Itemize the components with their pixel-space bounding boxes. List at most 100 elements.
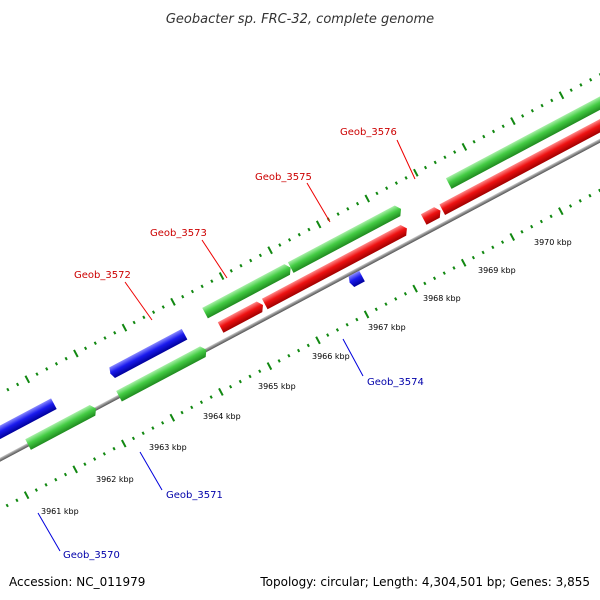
minor-tick bbox=[403, 291, 408, 296]
reverse-gene-labels: Geob_3574 Geob_3571 Geob_3570 bbox=[37, 338, 424, 561]
major-tick bbox=[509, 232, 516, 241]
minor-tick bbox=[210, 279, 214, 283]
minor-tick bbox=[287, 238, 292, 242]
forward-gene-labels: Geob_3576 Geob_3575 Geob_3573 Geob_3572 bbox=[74, 127, 416, 321]
gene-bar-geob-3572 bbox=[202, 264, 291, 319]
gene-label-geob-3573[interactable]: Geob_3573 bbox=[150, 228, 207, 239]
minor-tick bbox=[423, 281, 427, 286]
cds-bar-geob-3572 bbox=[217, 301, 263, 333]
major-tick bbox=[315, 336, 321, 345]
minor-tick bbox=[83, 462, 87, 466]
gene-label-geob-3576[interactable]: Geob_3576 bbox=[340, 127, 397, 138]
minor-tick bbox=[453, 150, 457, 154]
minor-tick bbox=[239, 263, 243, 268]
minor-tick bbox=[335, 328, 340, 332]
gene-bar-geob-3571-cds bbox=[109, 328, 188, 379]
minor-tick bbox=[103, 336, 107, 340]
major-tick bbox=[363, 310, 370, 319]
gene-bar-geob-3570 bbox=[25, 405, 97, 450]
gene-label-geob-3570[interactable]: Geob_3570 bbox=[63, 550, 120, 561]
major-tick bbox=[364, 194, 371, 203]
minor-tick bbox=[296, 348, 301, 353]
gene-bar-geob-3573 bbox=[287, 205, 402, 273]
minor-tick bbox=[238, 379, 242, 384]
kbp-label: 3966 kbp bbox=[312, 352, 350, 361]
minor-tick bbox=[229, 384, 233, 389]
accession-text: Accession: NC_011979 bbox=[9, 575, 145, 589]
minor-tick bbox=[190, 405, 194, 410]
gene-label-geob-3575[interactable]: Geob_3575 bbox=[255, 172, 312, 183]
minor-tick bbox=[569, 88, 573, 92]
minor-tick bbox=[34, 488, 38, 492]
minor-tick bbox=[6, 387, 10, 392]
minor-tick bbox=[93, 341, 97, 345]
minor-tick bbox=[102, 452, 106, 456]
major-tick bbox=[72, 465, 78, 474]
leader-line bbox=[306, 182, 331, 223]
minor-tick bbox=[45, 367, 49, 371]
outer-tick-row bbox=[6, 72, 600, 392]
minor-tick bbox=[521, 114, 525, 118]
major-tick bbox=[218, 272, 225, 281]
kbp-label: 3968 kbp bbox=[423, 294, 461, 303]
minor-tick bbox=[404, 176, 408, 180]
gene-label-geob-3572[interactable]: Geob_3572 bbox=[74, 270, 131, 281]
minor-tick bbox=[63, 472, 68, 477]
minor-tick bbox=[491, 245, 495, 250]
topology-text: Topology: circular; Length: 4,304,501 bp… bbox=[259, 575, 590, 589]
minor-tick bbox=[306, 343, 310, 348]
minor-tick bbox=[568, 204, 573, 208]
minor-tick bbox=[35, 372, 39, 376]
major-tick bbox=[558, 91, 565, 100]
minor-tick bbox=[385, 186, 389, 191]
minor-tick bbox=[54, 362, 59, 366]
minor-tick bbox=[491, 129, 496, 134]
minor-tick bbox=[258, 369, 262, 374]
minor-tick bbox=[15, 498, 19, 503]
major-tick bbox=[315, 220, 322, 229]
major-tick bbox=[73, 349, 79, 358]
major-tick bbox=[169, 413, 176, 422]
minor-tick bbox=[142, 315, 146, 320]
minor-tick bbox=[151, 426, 155, 430]
gene-bar-geob-3571 bbox=[116, 346, 207, 402]
minor-tick bbox=[209, 395, 213, 399]
minor-tick bbox=[16, 382, 20, 387]
cds-bar-geob-3575 bbox=[420, 207, 441, 225]
minor-tick bbox=[589, 77, 593, 82]
major-tick bbox=[120, 439, 127, 448]
minor-tick bbox=[540, 103, 544, 108]
minor-tick bbox=[131, 436, 136, 441]
kbp-labels: 3961 kbp 3962 kbp 3963 kbp 3964 kbp 3965… bbox=[41, 238, 572, 516]
kbp-label: 3967 kbp bbox=[368, 323, 406, 332]
minor-tick bbox=[394, 297, 398, 301]
minor-tick bbox=[452, 266, 456, 270]
gene-label-geob-3574[interactable]: Geob_3574 bbox=[367, 377, 424, 388]
minor-tick bbox=[375, 191, 379, 196]
major-tick bbox=[218, 387, 224, 396]
leader-line bbox=[37, 512, 61, 552]
minor-tick bbox=[482, 134, 486, 139]
minor-tick bbox=[472, 139, 476, 144]
minor-tick bbox=[394, 181, 398, 185]
minor-tick bbox=[5, 503, 9, 508]
minor-tick bbox=[113, 331, 117, 335]
gene-label-geob-3571[interactable]: Geob_3571 bbox=[166, 490, 223, 501]
kbp-label: 3964 kbp bbox=[203, 412, 241, 421]
gene-bar-geob-3574 bbox=[348, 270, 365, 288]
cds-row-red bbox=[217, 112, 600, 333]
leader-line bbox=[139, 451, 163, 491]
leader-line bbox=[201, 239, 228, 279]
kbp-label: 3961 kbp bbox=[41, 507, 79, 516]
leader-line bbox=[396, 139, 416, 180]
minor-tick bbox=[180, 410, 184, 415]
minor-tick bbox=[384, 302, 388, 306]
minor-tick bbox=[355, 201, 360, 206]
major-tick bbox=[266, 362, 273, 371]
gene-bar-geob-3576 bbox=[445, 96, 600, 189]
gene-bar-geob-3570-cds bbox=[0, 398, 57, 443]
minor-tick bbox=[520, 230, 524, 234]
kbp-label: 3963 kbp bbox=[149, 443, 187, 452]
minor-tick bbox=[443, 155, 447, 160]
